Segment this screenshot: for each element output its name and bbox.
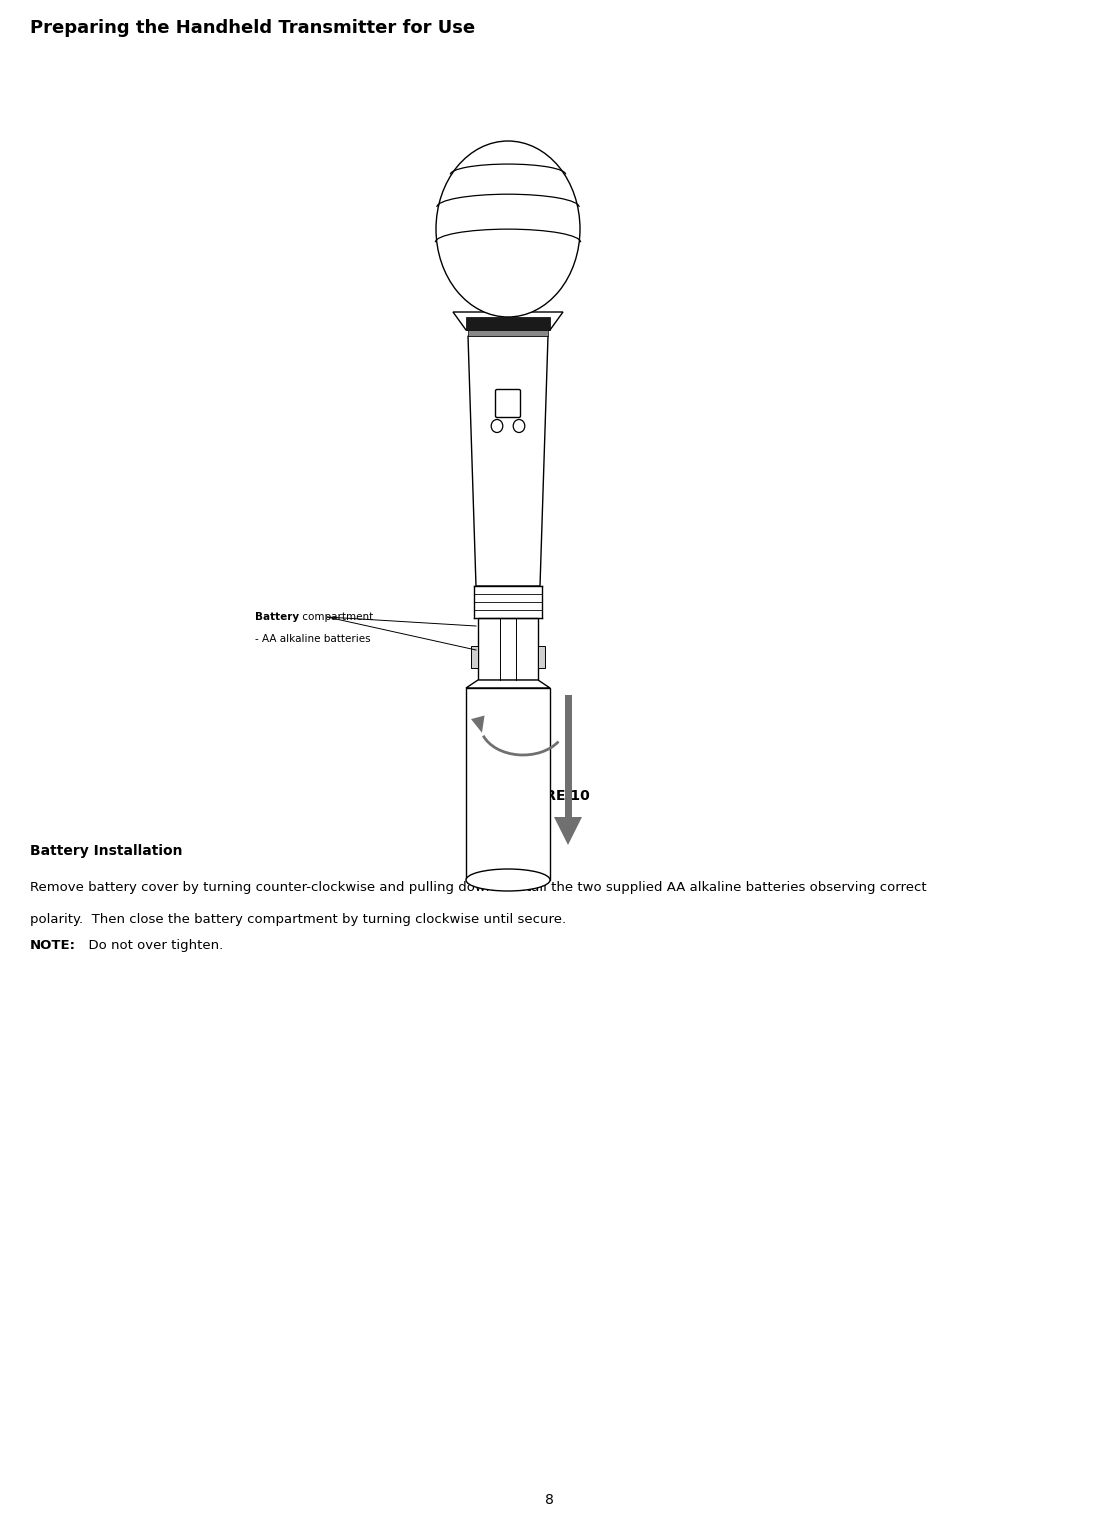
Text: Battery Installation: Battery Installation [30, 844, 182, 858]
Polygon shape [466, 680, 550, 688]
Text: Remove battery cover by turning counter-clockwise and pulling down.  Install the: Remove battery cover by turning counter-… [30, 881, 927, 894]
Text: Battery: Battery [255, 612, 299, 622]
Text: Preparing the Handheld Transmitter for Use: Preparing the Handheld Transmitter for U… [30, 18, 475, 37]
Text: compartment: compartment [299, 612, 373, 622]
Text: NOTE:: NOTE: [30, 939, 76, 953]
Bar [466, 317, 550, 330]
FancyBboxPatch shape [495, 390, 520, 417]
Bar [564, 696, 571, 816]
Polygon shape [453, 312, 563, 330]
Ellipse shape [466, 868, 550, 891]
Polygon shape [468, 336, 548, 586]
Text: FIGURE 10: FIGURE 10 [508, 789, 590, 803]
Polygon shape [471, 716, 484, 732]
Bar [478, 618, 538, 680]
Ellipse shape [436, 141, 580, 317]
Bar [468, 330, 548, 336]
Text: 8: 8 [545, 1492, 553, 1508]
Text: - AA alkaline batteries: - AA alkaline batteries [255, 635, 371, 644]
Text: Do not over tighten.: Do not over tighten. [80, 939, 223, 953]
Bar [538, 645, 545, 668]
Polygon shape [554, 816, 582, 846]
Bar [466, 688, 550, 881]
Bar [471, 645, 478, 668]
Text: polarity.  Then close the battery compartment by turning clockwise until secure.: polarity. Then close the battery compart… [30, 913, 567, 927]
